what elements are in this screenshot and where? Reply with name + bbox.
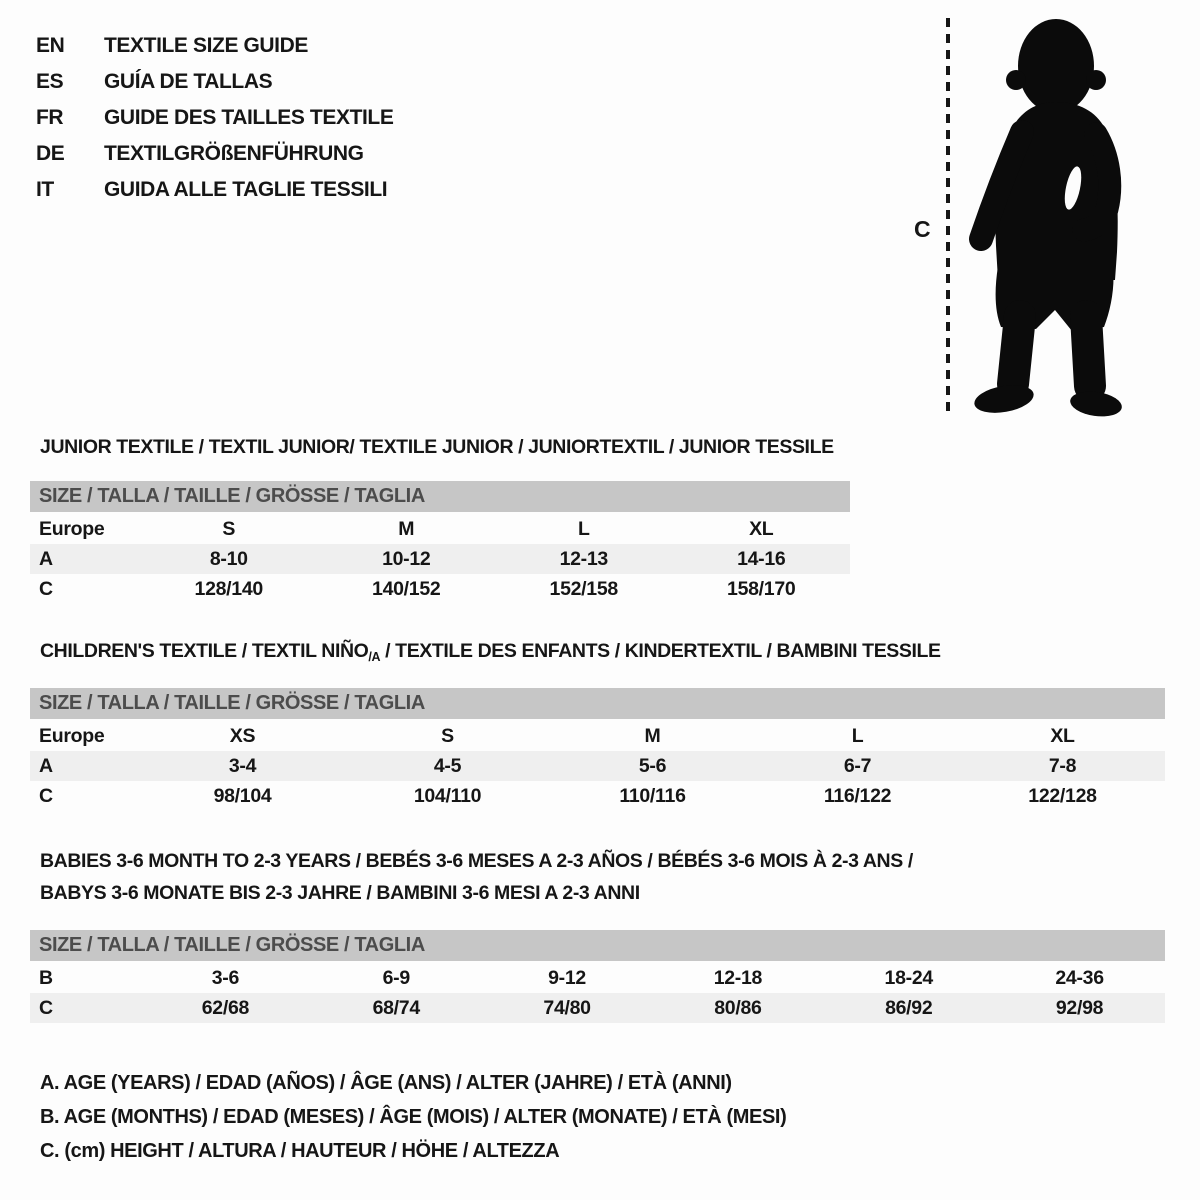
- row-label: Europe: [39, 517, 105, 540]
- children-title-post: / TEXTILE DES ENFANTS / KINDERTEXTIL / B…: [380, 640, 941, 662]
- size-cell: L: [851, 724, 864, 747]
- size-cell: XS: [229, 724, 256, 747]
- size-cell: M: [644, 724, 661, 747]
- babies-title-line2: BABYS 3-6 MONATE BIS 2-3 JAHRE / BAMBINI…: [40, 882, 640, 904]
- lang-code: FR: [36, 106, 64, 129]
- lang-title: TEXTILGRÖßENFÜHRUNG: [104, 142, 364, 165]
- size-cell: L: [577, 517, 590, 540]
- table-row: Europe S M L XL: [30, 514, 850, 544]
- height-cell: 158/170: [727, 577, 796, 600]
- age-cell: 12-18: [713, 966, 763, 989]
- age-cell: 18-24: [884, 966, 934, 989]
- age-cell: 6-7: [843, 754, 872, 777]
- height-cell: 104/110: [413, 784, 482, 807]
- lang-code: ES: [36, 70, 64, 93]
- height-cell: 80/86: [714, 996, 762, 1019]
- size-cell: M: [398, 517, 415, 540]
- height-cell: 140/152: [372, 577, 441, 600]
- row-label: B: [39, 966, 53, 989]
- legend-line-b: B. AGE (MONTHS) / EDAD (MESES) / ÂGE (MO…: [40, 1105, 787, 1128]
- row-label: C: [39, 996, 53, 1019]
- height-cell: 62/68: [201, 996, 250, 1019]
- height-cell: 122/128: [1028, 784, 1097, 807]
- legend-line-c: C. (cm) HEIGHT / ALTURA / HAUTEUR / HÖHE…: [40, 1139, 560, 1162]
- age-cell: 8-10: [209, 547, 248, 570]
- age-cell: 4-5: [433, 754, 462, 777]
- lang-row-en: EN TEXTILE SIZE GUIDE: [36, 28, 393, 64]
- row-label: A: [39, 547, 53, 570]
- age-cell: 10-12: [382, 547, 431, 570]
- age-cell: 9-12: [548, 966, 586, 989]
- table-row: C 128/140 140/152 152/158 158/170: [30, 574, 850, 604]
- age-cell: 6-9: [382, 966, 411, 989]
- row-label: C: [39, 577, 53, 600]
- row-label: Europe: [39, 724, 105, 747]
- height-cell: 92/98: [1055, 996, 1104, 1019]
- height-cell: 152/158: [549, 577, 619, 600]
- babies-section-title: BABIES 3-6 MONTH TO 2-3 YEARS / BEBÉS 3-…: [40, 845, 913, 909]
- row-label: A: [39, 754, 53, 777]
- lang-row-it: IT GUIDA ALLE TAGLIE TESSILI: [36, 172, 393, 208]
- size-cell: XL: [749, 517, 774, 540]
- height-measure-line: [946, 18, 950, 414]
- lang-title: TEXTILE SIZE GUIDE: [104, 34, 308, 57]
- children-title-pre: CHILDREN'S TEXTILE / TEXTIL NIÑO: [40, 640, 369, 662]
- age-cell: 3-4: [228, 754, 257, 777]
- table-row: B 3-6 6-9 9-12 12-18 18-24 24-36: [30, 963, 1165, 993]
- junior-section-title: JUNIOR TEXTILE / TEXTIL JUNIOR/ TEXTILE …: [40, 436, 834, 458]
- size-cell: XL: [1050, 724, 1075, 747]
- junior-size-header-bar: SIZE / TALLA / TAILLE / GRÖSSE / TAGLIA: [30, 481, 850, 512]
- age-cell: 5-6: [638, 754, 667, 777]
- height-cell: 68/74: [372, 996, 421, 1019]
- age-cell: 24-36: [1055, 966, 1104, 989]
- children-section-title: CHILDREN'S TEXTILE / TEXTIL NIÑO/A / TEX…: [40, 640, 941, 664]
- children-size-table: SIZE / TALLA / TAILLE / GRÖSSE / TAGLIA …: [30, 688, 1165, 811]
- height-measure-label: C: [914, 216, 931, 242]
- lang-title: GUIDA ALLE TAGLIE TESSILI: [104, 178, 388, 201]
- table-row: A 3-4 4-5 5-6 6-7 7-8: [30, 751, 1165, 781]
- height-cell: 116/122: [823, 784, 892, 807]
- measurement-legend: A. AGE (YEARS) / EDAD (AÑOS) / ÂGE (ANS)…: [40, 1066, 787, 1168]
- lang-code: EN: [36, 34, 65, 57]
- row-label: C: [39, 784, 53, 807]
- lang-row-es: ES GUÍA DE TALLAS: [36, 64, 393, 100]
- lang-title: GUIDE DES TAILLES TEXTILE: [104, 106, 394, 129]
- table-row: Europe XS S M L XL: [30, 721, 1165, 751]
- size-cell: S: [441, 724, 454, 747]
- table-row: C 62/68 68/74 74/80 80/86 86/92 92/98: [30, 993, 1165, 1023]
- junior-size-table: SIZE / TALLA / TAILLE / GRÖSSE / TAGLIA …: [30, 481, 850, 604]
- age-cell: 3-6: [211, 966, 240, 989]
- table-row: C 98/104 104/110 110/116 116/122 122/128: [30, 781, 1165, 811]
- children-title-sub: /A: [368, 650, 381, 664]
- height-cell: 86/92: [885, 996, 933, 1019]
- lang-row-de: DE TEXTILGRÖßENFÜHRUNG: [36, 136, 393, 172]
- height-cell: 128/140: [194, 577, 264, 600]
- height-cell: 98/104: [213, 784, 272, 807]
- lang-title: GUÍA DE TALLAS: [104, 70, 273, 93]
- age-cell: 7-8: [1048, 754, 1077, 777]
- height-cell: 74/80: [543, 996, 591, 1019]
- lang-code: IT: [36, 178, 54, 201]
- children-size-header-bar: SIZE / TALLA / TAILLE / GRÖSSE / TAGLIA: [30, 688, 1165, 719]
- lang-row-fr: FR GUIDE DES TAILLES TEXTILE: [36, 100, 394, 136]
- age-cell: 14-16: [737, 547, 786, 570]
- toddler-silhouette-image: [969, 19, 1122, 417]
- age-cell: 12-13: [559, 547, 609, 570]
- language-title-list: EN TEXTILE SIZE GUIDE ES GUÍA DE TALLAS …: [36, 28, 394, 208]
- table-row: A 8-10 10-12 12-13 14-16: [30, 544, 850, 574]
- babies-title-line1: BABIES 3-6 MONTH TO 2-3 YEARS / BEBÉS 3-…: [40, 850, 913, 872]
- babies-size-table: SIZE / TALLA / TAILLE / GRÖSSE / TAGLIA …: [30, 930, 1165, 1023]
- height-cell: 110/116: [619, 784, 686, 807]
- legend-line-a: A. AGE (YEARS) / EDAD (AÑOS) / ÂGE (ANS)…: [40, 1071, 732, 1094]
- lang-code: DE: [36, 142, 65, 165]
- size-cell: S: [222, 517, 236, 540]
- babies-size-header-bar: SIZE / TALLA / TAILLE / GRÖSSE / TAGLIA: [30, 930, 1165, 961]
